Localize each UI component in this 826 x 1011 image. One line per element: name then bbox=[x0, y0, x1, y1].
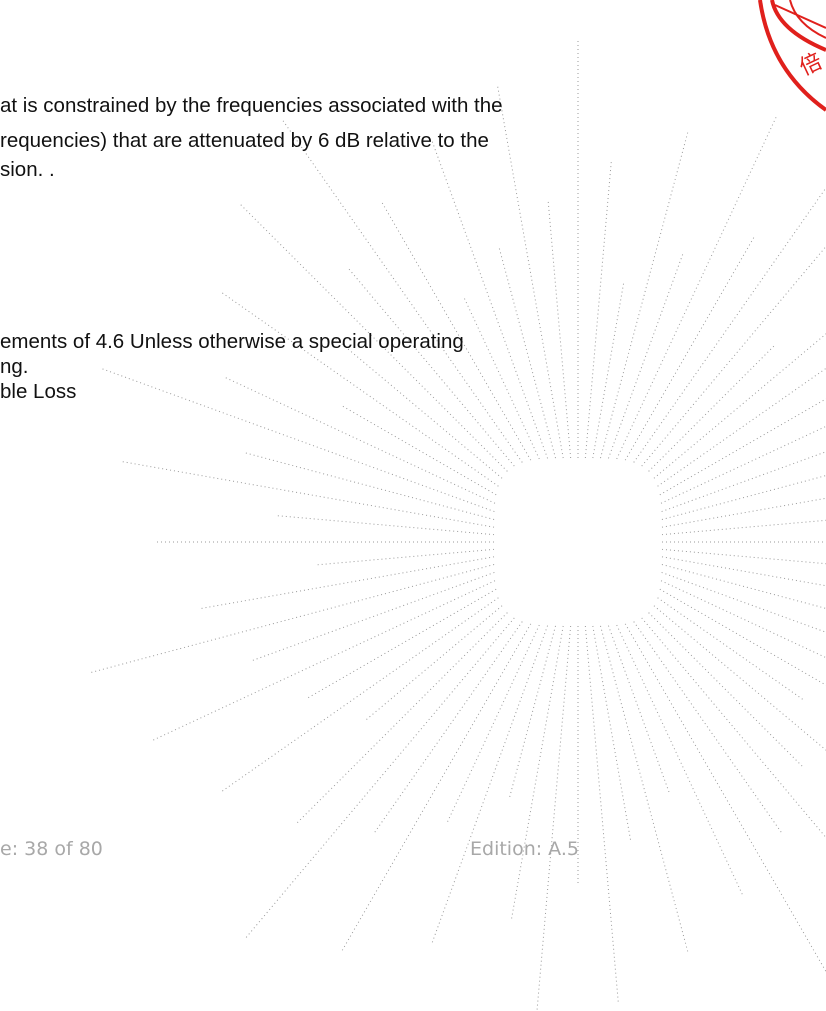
watermark-ray bbox=[340, 623, 532, 954]
watermark-ray bbox=[274, 514, 495, 536]
stamp-ring bbox=[789, 0, 826, 39]
watermark-ray bbox=[592, 280, 625, 459]
watermark-ray bbox=[624, 234, 756, 461]
watermark-ray bbox=[657, 367, 826, 487]
watermark-ray bbox=[372, 621, 523, 835]
watermark-ray bbox=[659, 398, 826, 496]
body-line: ements of 4.6 Unless otherwise a special… bbox=[0, 330, 464, 353]
watermark-ray bbox=[641, 617, 826, 839]
watermark-ray bbox=[661, 497, 826, 528]
watermark-ray bbox=[641, 245, 826, 467]
watermark-ray bbox=[314, 548, 495, 566]
body-line: requencies) that are attenuated by 6 dB … bbox=[0, 129, 489, 152]
stamp-ring bbox=[770, 0, 826, 52]
watermark-ray bbox=[661, 571, 826, 633]
watermark-ray bbox=[659, 588, 826, 686]
body-line: at is constrained by the frequencies ass… bbox=[0, 94, 503, 117]
watermark-ray bbox=[660, 425, 826, 504]
watermark-ray bbox=[599, 129, 689, 459]
watermark-ray bbox=[119, 460, 495, 528]
watermark-ray bbox=[661, 548, 826, 565]
watermark-ray bbox=[430, 625, 549, 946]
watermark-ray bbox=[661, 519, 826, 536]
watermark-ray bbox=[584, 159, 612, 459]
watermark-ray bbox=[333, 336, 503, 479]
watermark-ray bbox=[624, 623, 826, 973]
watermark-ray bbox=[219, 597, 499, 794]
watermark-ray bbox=[294, 612, 508, 826]
body-line: ble Loss bbox=[0, 380, 77, 403]
watermark-ray bbox=[249, 571, 495, 662]
watermark-ray bbox=[653, 333, 826, 479]
watermark-ray bbox=[305, 588, 497, 700]
watermark-ray bbox=[616, 624, 744, 898]
page-number: e: 38 of 80 bbox=[0, 838, 103, 860]
watermark-ray bbox=[661, 451, 826, 513]
watermark-ray bbox=[633, 186, 826, 463]
watermark-ray bbox=[88, 563, 495, 674]
stamp-ring bbox=[774, 4, 826, 29]
watermark-ray bbox=[430, 138, 549, 459]
watermark-ray bbox=[219, 290, 499, 487]
watermark-ray bbox=[661, 475, 826, 521]
watermark-ray bbox=[584, 625, 619, 1005]
stamp-ring bbox=[758, 0, 826, 112]
watermark-ray bbox=[607, 251, 685, 459]
watermark-ray bbox=[150, 580, 496, 742]
red-stamp: 倍 bbox=[758, 0, 826, 112]
watermark-ray bbox=[496, 83, 564, 459]
watermark-ray bbox=[238, 202, 508, 472]
watermark-ray bbox=[661, 556, 826, 587]
body-line: sion. . bbox=[0, 158, 55, 181]
watermark-ray bbox=[547, 198, 572, 459]
watermark-ray bbox=[599, 625, 689, 955]
watermark-rays bbox=[88, 38, 826, 1011]
watermark-ray bbox=[363, 605, 503, 722]
stamp-text: 倍 bbox=[796, 49, 826, 81]
watermark-ray bbox=[661, 563, 826, 609]
watermark-ray bbox=[616, 114, 778, 460]
watermark-ray bbox=[346, 266, 515, 467]
watermark-ray bbox=[657, 597, 806, 702]
watermark-ray bbox=[340, 404, 497, 496]
watermark-ray bbox=[633, 621, 784, 835]
watermark-ray bbox=[242, 451, 495, 521]
watermark-ray bbox=[222, 376, 496, 504]
edition: Edition: A.5 bbox=[470, 838, 579, 860]
watermark-ray bbox=[648, 343, 777, 472]
watermark-ray bbox=[243, 617, 515, 941]
body-line: ng. bbox=[0, 355, 29, 378]
watermark-ray bbox=[99, 367, 495, 513]
watermark-ray bbox=[462, 295, 540, 460]
watermark-ray bbox=[510, 625, 564, 922]
watermark-ray bbox=[198, 556, 495, 610]
watermark-ray bbox=[498, 245, 557, 459]
watermark-ray bbox=[653, 605, 826, 751]
watermark-ray bbox=[280, 118, 523, 463]
watermark-ray bbox=[445, 624, 540, 825]
watermark-ray bbox=[660, 580, 826, 659]
watermark-ray bbox=[648, 612, 805, 769]
watermark-ray bbox=[592, 625, 632, 843]
